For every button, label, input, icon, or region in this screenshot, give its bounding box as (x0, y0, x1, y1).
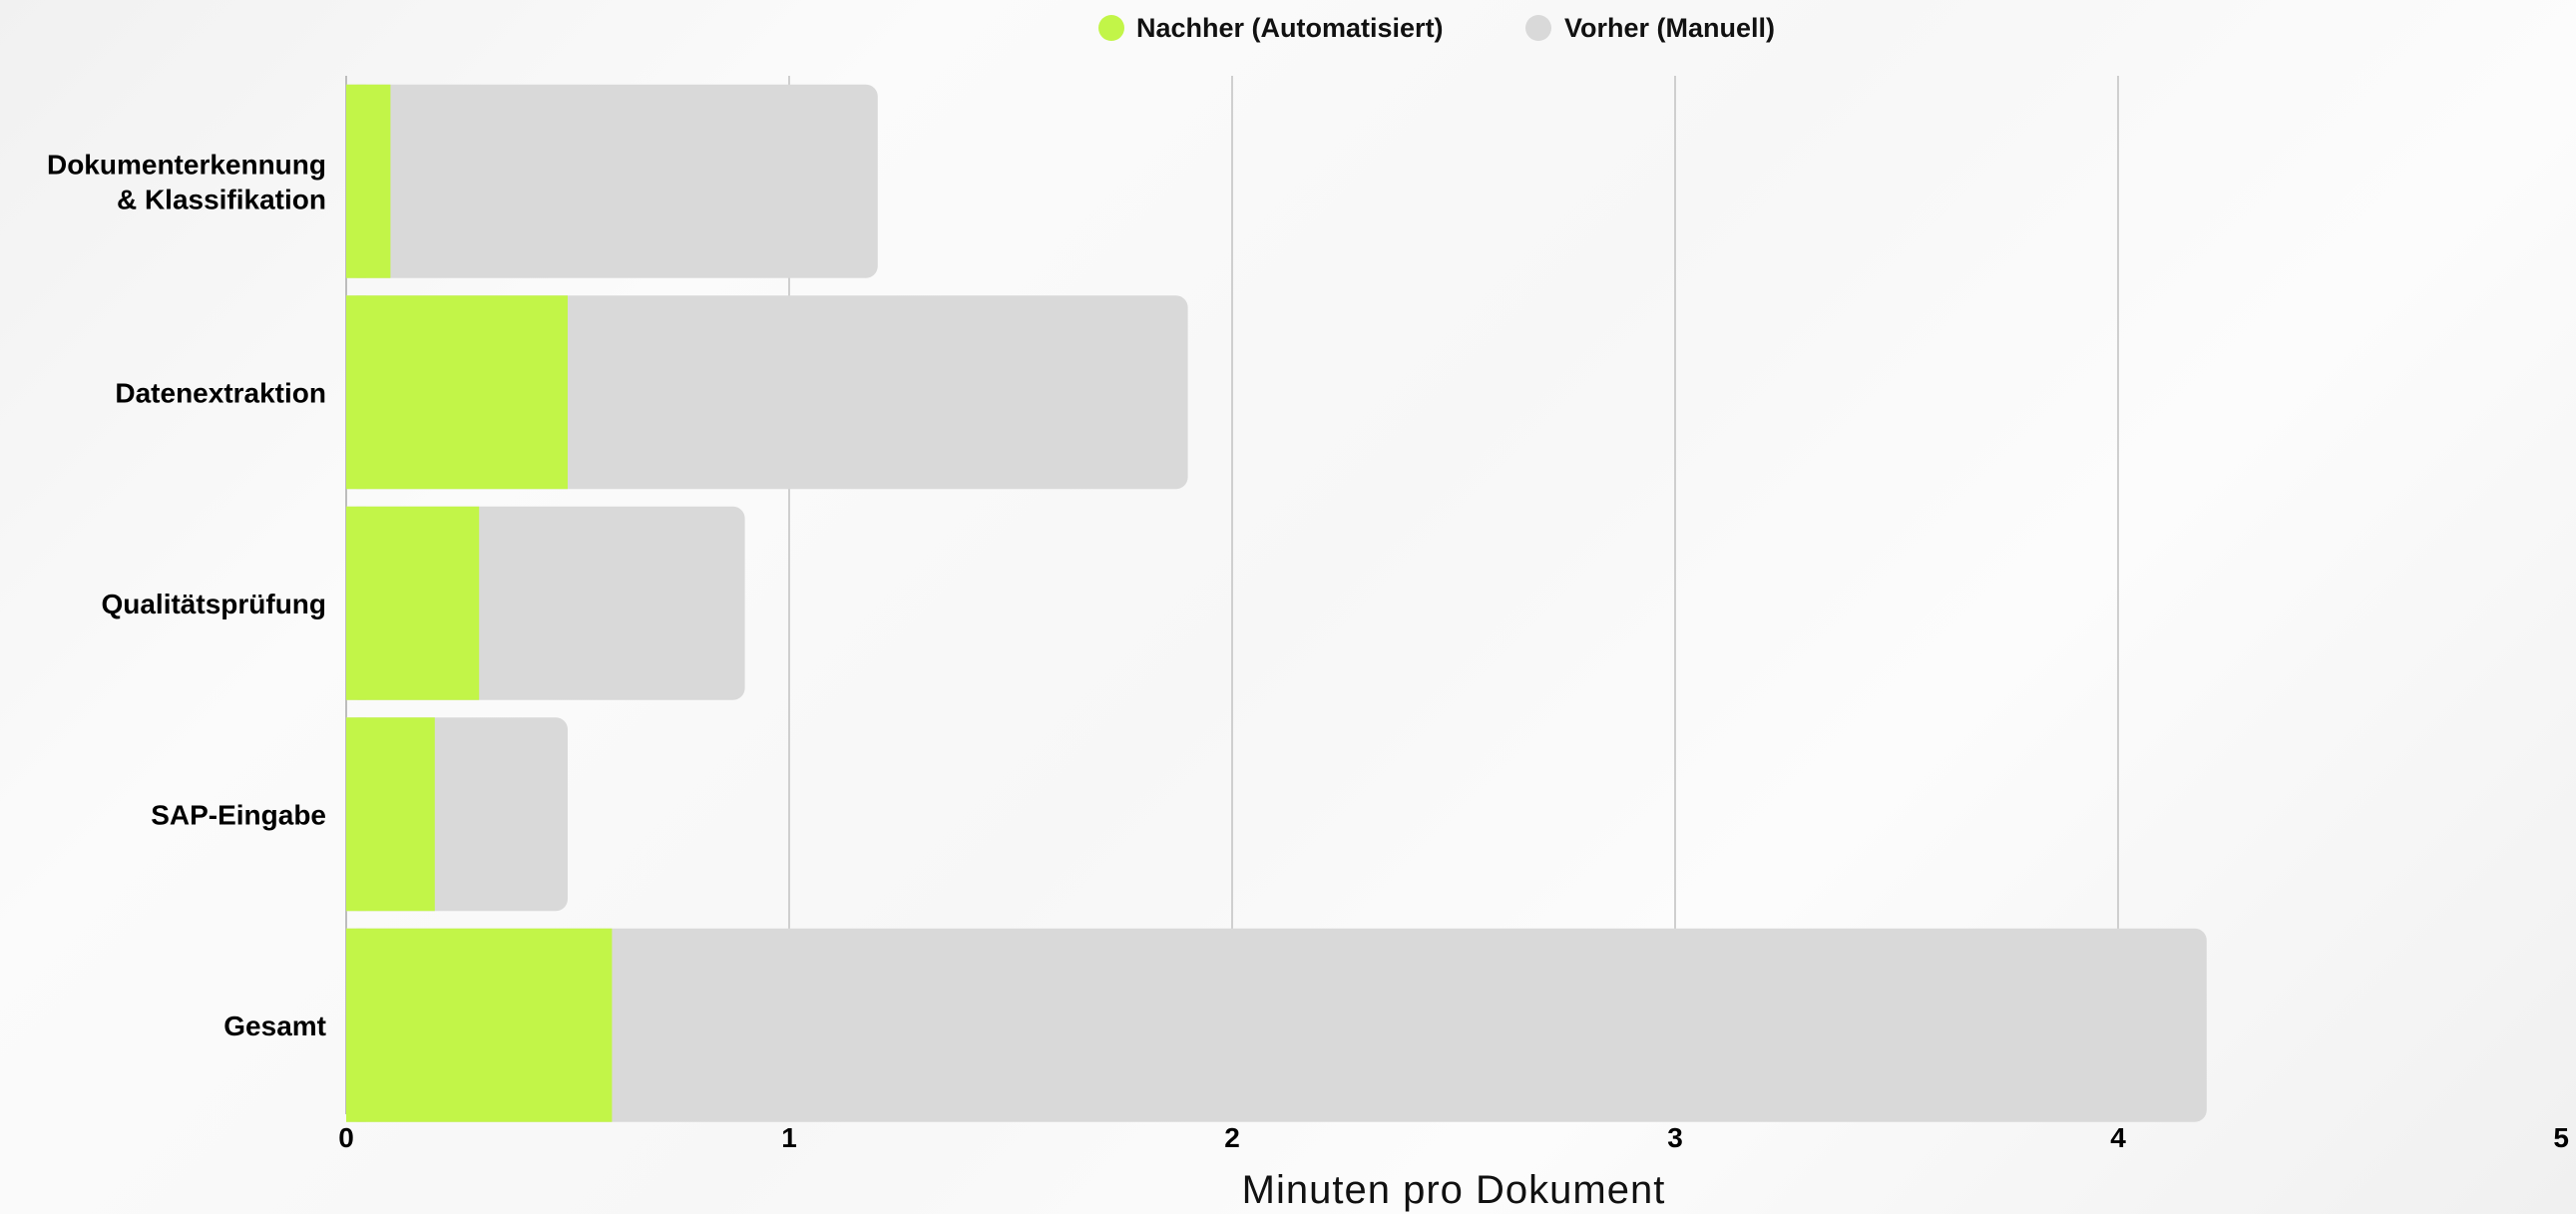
legend-marker-1 (1525, 15, 1551, 41)
category-labels: Dokumenterkennung & Klassifikation Datenex… (47, 149, 326, 1041)
category-label-line: Gesamt (223, 1011, 326, 1041)
category-label-0: Dokumenterkennung & Klassifikation (47, 149, 326, 214)
x-tick-label-1: 1 (781, 1122, 797, 1153)
category-label-line: Datenextraktion (115, 377, 326, 408)
x-tick-labels: 0 1 2 3 4 5 (338, 1122, 2569, 1153)
x-tick-label-2: 2 (1224, 1122, 1240, 1153)
category-label-1: Datenextraktion (115, 377, 326, 408)
x-tick-label-4: 4 (2110, 1122, 2126, 1153)
legend-label-1: Vorher (Manuell) (1564, 13, 1775, 43)
legend-marker-0 (1098, 15, 1124, 41)
bar-nachher-0 (346, 84, 391, 278)
category-label-line: & Klassifikation (117, 184, 326, 214)
category-label-line: SAP-Eingabe (151, 799, 326, 830)
bar-nachher-2 (346, 506, 480, 700)
x-tick-label-3: 3 (1667, 1122, 1683, 1153)
legend: Nachher (Automatisiert) Vorher (Manuell) (1098, 13, 1775, 43)
bar-nachher-1 (346, 295, 568, 490)
bar-nachher-3 (346, 717, 435, 912)
bars (346, 84, 2207, 1122)
category-label-4: Gesamt (223, 1011, 326, 1041)
category-label-line: Qualitätsprüfung (101, 589, 326, 619)
x-tick-label-0: 0 (338, 1122, 354, 1153)
category-label-2: Qualitätsprüfung (101, 589, 326, 619)
bar-nachher-4 (346, 928, 613, 1122)
x-tick-label-5: 5 (2553, 1122, 2569, 1153)
legend-label-0: Nachher (Automatisiert) (1136, 13, 1444, 43)
bar-vorher-4 (346, 928, 2207, 1122)
category-label-line: Dokumenterkennung (47, 149, 326, 180)
x-axis-title: Minuten pro Dokument (1242, 1168, 1666, 1212)
category-label-3: SAP-Eingabe (151, 799, 326, 830)
bar-vorher-0 (346, 84, 878, 278)
